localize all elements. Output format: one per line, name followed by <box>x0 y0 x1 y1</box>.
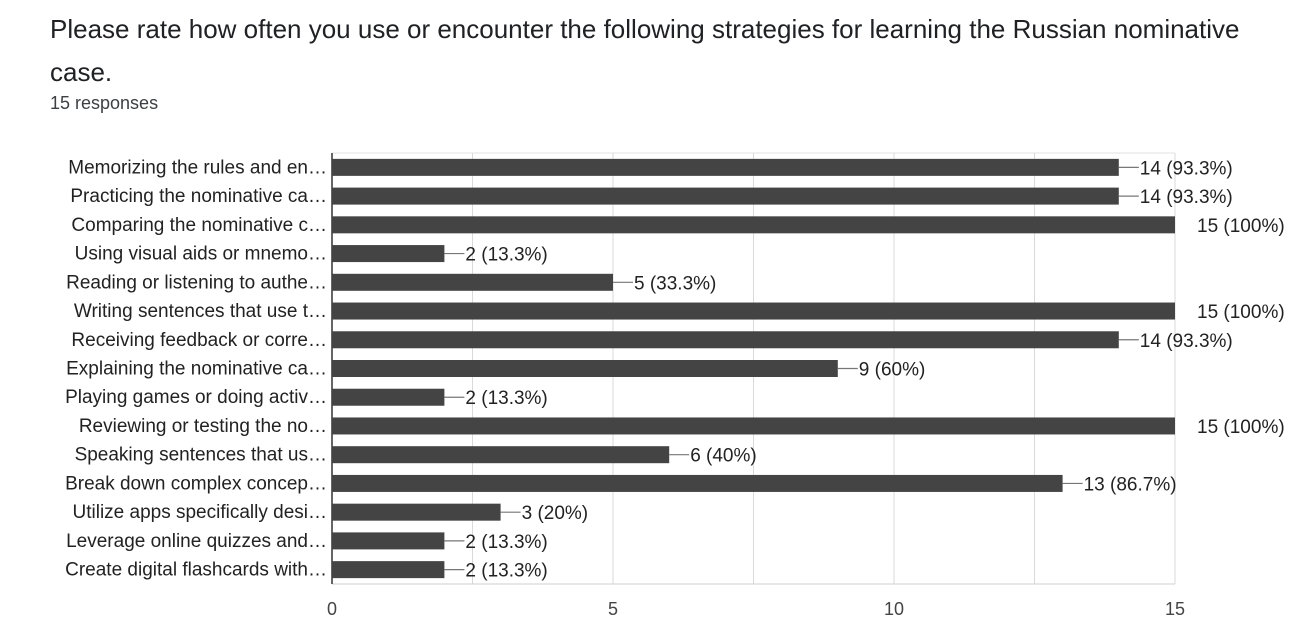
category-label: Reviewing or testing the no… <box>79 416 327 437</box>
bar <box>332 158 1119 176</box>
category-label: Utilize apps specifically desi… <box>73 502 328 523</box>
x-tick-label: 15 <box>1165 599 1185 617</box>
category-label: Practicing the nominative ca… <box>70 186 327 207</box>
response-count: 15 responses <box>50 93 159 113</box>
x-tick-label: 0 <box>327 599 337 617</box>
bar <box>332 503 501 521</box>
category-label: Break down complex concep… <box>65 473 327 494</box>
category-label: Speaking sentences that us… <box>75 445 327 466</box>
x-tick-label: 5 <box>608 599 618 617</box>
category-label: Playing games or doing activ… <box>65 387 327 408</box>
bar <box>332 388 445 406</box>
value-label: 2 (13.3%) <box>465 561 547 582</box>
value-label: 2 (13.3%) <box>465 532 547 553</box>
x-tick-label: 10 <box>884 599 904 617</box>
value-label: 5 (33.3%) <box>634 273 716 294</box>
category-label: Comparing the nominative c… <box>71 215 327 236</box>
value-label: 9 (60%) <box>859 360 926 381</box>
value-label: 6 (40%) <box>690 446 757 467</box>
category-label: Reading or listening to authe… <box>66 272 327 293</box>
category-label: Using visual aids or mnemo… <box>75 244 327 265</box>
bar <box>332 273 613 291</box>
value-label: 2 (13.3%) <box>465 245 547 266</box>
value-label: 3 (20%) <box>522 503 589 524</box>
bar <box>332 446 670 464</box>
bar <box>332 474 1063 492</box>
category-label: Receiving feedback or corre… <box>71 330 327 351</box>
category-label: Writing sentences that use t… <box>74 301 327 322</box>
bar <box>332 532 445 550</box>
bar <box>332 360 838 377</box>
bar <box>332 561 445 579</box>
bar <box>332 187 1119 205</box>
value-label: 14 (93.3%) <box>1140 331 1233 352</box>
value-label: 13 (86.7%) <box>1084 474 1177 495</box>
category-label: Create digital flashcards with… <box>65 560 327 581</box>
value-label: 2 (13.3%) <box>465 388 547 409</box>
bar <box>332 216 1175 234</box>
category-label: Leverage online quizzes and… <box>66 531 327 552</box>
category-label: Explaining the nominative ca… <box>66 359 327 380</box>
category-label: Memorizing the rules and en… <box>68 157 327 178</box>
bar <box>332 331 1119 349</box>
value-label: 15 (100%) <box>1197 302 1285 323</box>
bar <box>332 302 1175 320</box>
value-label: 15 (100%) <box>1197 417 1285 438</box>
value-label: 14 (93.3%) <box>1140 158 1233 179</box>
value-label: 15 (100%) <box>1197 216 1285 237</box>
bar <box>332 245 445 263</box>
value-label: 14 (93.3%) <box>1140 187 1233 208</box>
question-title: Please rate how often you use or encount… <box>50 14 1240 87</box>
bar <box>332 417 1175 435</box>
